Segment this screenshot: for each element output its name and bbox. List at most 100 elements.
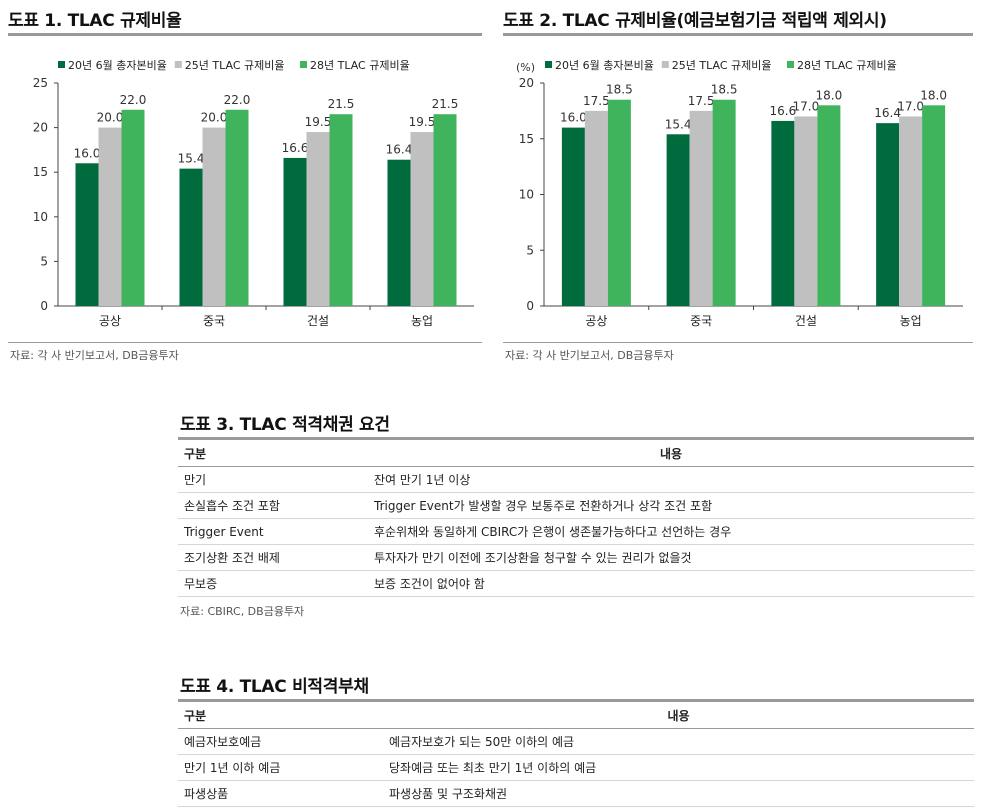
table-cell-category: Trigger Event xyxy=(184,524,264,539)
bar-value-label: 18.0 xyxy=(816,88,843,102)
bar-value-label: 16.4 xyxy=(386,143,413,157)
bar xyxy=(794,116,818,306)
legend-swatch xyxy=(545,61,552,68)
bar xyxy=(712,99,736,306)
table-3-title-rule xyxy=(178,437,974,440)
table-cell-category: 손실흡수 조건 포함 xyxy=(184,499,280,513)
table-cell-content: 당좌예금 또는 최초 만기 1년 이하의 예금 xyxy=(389,761,597,775)
bar xyxy=(387,159,411,306)
y-tick-label: 5 xyxy=(526,243,534,257)
legend-label: 20년 6월 총자본비율 xyxy=(555,59,654,72)
bar xyxy=(329,114,353,306)
legend-label: 20년 6월 총자본비율 xyxy=(68,59,167,72)
bar xyxy=(75,163,99,306)
bar xyxy=(433,114,457,306)
table-cell-category: 만기 xyxy=(184,473,207,487)
legend-label: 28년 TLAC 규제비율 xyxy=(310,59,410,72)
bar xyxy=(899,116,923,306)
table-cell-content: Trigger Event가 발생할 경우 보통주로 전환하거나 상각 조건 포… xyxy=(374,499,713,513)
bar-value-label: 22.0 xyxy=(120,93,147,107)
legend-swatch xyxy=(661,61,669,68)
bar xyxy=(561,127,585,306)
x-tick-label: 농업 xyxy=(411,314,433,328)
bar-value-label: 16.0 xyxy=(74,146,101,160)
bar-value-label: 16.6 xyxy=(770,104,797,118)
figure-1-chart: 0 5 10 15 20 25 20년 6월 총자본비율 25년 TLAC 규제비율 28년 T… xyxy=(33,59,474,328)
table-4: 구분 내용 예금자보호예금 예금자보호가 되는 50만 이하의 예금 만기 1년… xyxy=(178,702,974,807)
table-cell-category: 무보증 xyxy=(184,577,218,591)
bar xyxy=(98,127,122,306)
bar-value-label: 20.0 xyxy=(201,111,228,125)
y-tick-label: 5 xyxy=(40,254,48,268)
bar xyxy=(771,120,795,306)
legend-swatch xyxy=(174,61,182,68)
table-3-header-category: 구분 xyxy=(184,446,207,461)
bar-value-label: 22.0 xyxy=(224,93,251,107)
legend-label: 25년 TLAC 규제비율 xyxy=(185,59,285,72)
table-cell-content: 잔여 만기 1년 이상 xyxy=(374,473,471,487)
bar xyxy=(817,105,841,306)
x-tick-label: 공상 xyxy=(99,314,121,328)
bar xyxy=(225,109,249,306)
y-tick-label: 20 xyxy=(33,121,48,135)
table-row: 조기상환 조건 배제 투자자가 만기 이전에 조기상환을 청구할 수 있는 권리… xyxy=(178,545,974,571)
table-3: 구분 내용 만기 잔여 만기 1년 이상 손실흡수 조건 포함 Trigger … xyxy=(178,440,974,597)
table-row: 예금자보호예금 예금자보호가 되는 50만 이하의 예금 xyxy=(178,729,974,755)
table-row: Trigger Event 후순위채와 동일하게 CBIRC가 은행이 생존불가… xyxy=(178,519,974,545)
bar xyxy=(876,123,900,306)
bar-value-label: 17.0 xyxy=(793,99,820,113)
legend-swatch xyxy=(58,61,65,68)
y-tick-label: 25 xyxy=(33,76,48,90)
table-cell-content: 보증 조건이 없어야 함 xyxy=(374,577,485,591)
legend-label: 25년 TLAC 규제비율 xyxy=(672,59,772,72)
figure-2-source: 자료: 각 사 반기보고서, DB금융투자 xyxy=(505,349,674,362)
figure-2-title-rule xyxy=(503,33,973,36)
bar-value-label: 19.5 xyxy=(409,115,436,129)
bar xyxy=(689,110,713,306)
bar-value-label: 16.0 xyxy=(560,111,587,125)
table-cell-content: 예금자보호가 되는 50만 이하의 예금 xyxy=(389,735,575,749)
x-tick-label: 건설 xyxy=(307,314,329,328)
bar xyxy=(179,168,203,306)
bar-value-label: 21.5 xyxy=(328,97,355,111)
x-tick-label: 건설 xyxy=(795,314,817,328)
bar xyxy=(410,132,434,306)
bar-value-label: 20.0 xyxy=(97,111,124,125)
bar-value-label: 15.4 xyxy=(665,117,692,131)
bar-value-label: 21.5 xyxy=(432,97,459,111)
figure-1-bottom-rule xyxy=(8,342,482,343)
x-tick-label: 중국 xyxy=(203,314,225,328)
table-4-title-rule xyxy=(178,699,974,702)
table-cell-content: 투자자가 만기 이전에 조기상환을 청구할 수 있는 권리가 없을것 xyxy=(374,551,692,565)
table-4-header-content: 내용 xyxy=(667,708,690,723)
bar xyxy=(584,110,608,306)
bar-value-label: 18.5 xyxy=(711,83,738,97)
bar-value-label: 19.5 xyxy=(305,115,332,129)
bar-value-label: 17.5 xyxy=(583,94,610,108)
bar-value-label: 18.5 xyxy=(606,83,633,97)
bar xyxy=(666,134,690,306)
table-4-title: 도표 4. TLAC 비적격부채 xyxy=(180,677,369,697)
legend-swatch xyxy=(787,61,794,68)
y-axis-unit-label: (%) xyxy=(516,61,535,74)
x-tick-label: 공상 xyxy=(585,314,607,328)
y-tick-label: 20 xyxy=(519,76,534,90)
table-row: 만기 잔여 만기 1년 이상 xyxy=(178,467,974,493)
figure-2-bottom-rule xyxy=(503,342,973,343)
table-row: 무보증 보증 조건이 없어야 함 xyxy=(178,571,974,597)
bar-value-label: 18.0 xyxy=(920,88,947,102)
bar xyxy=(121,109,145,306)
table-3-title: 도표 3. TLAC 적격채권 요건 xyxy=(180,415,390,435)
table-4-header-category: 구분 xyxy=(184,708,207,723)
table-cell-category: 조기상환 조건 배제 xyxy=(184,551,280,565)
bar xyxy=(607,99,631,306)
figure-2-title: 도표 2. TLAC 규제비율(예금보험기금 적립액 제외시) xyxy=(503,11,887,31)
y-tick-label: 10 xyxy=(33,210,48,224)
bar-value-label: 17.0 xyxy=(897,99,924,113)
legend-swatch xyxy=(300,61,307,68)
bar-value-label: 16.4 xyxy=(874,106,901,120)
table-cell-category: 예금자보호예금 xyxy=(184,735,262,749)
table-3-header-content: 내용 xyxy=(659,446,683,461)
figure-1-title-rule xyxy=(8,33,482,36)
y-tick-label: 0 xyxy=(526,299,534,313)
